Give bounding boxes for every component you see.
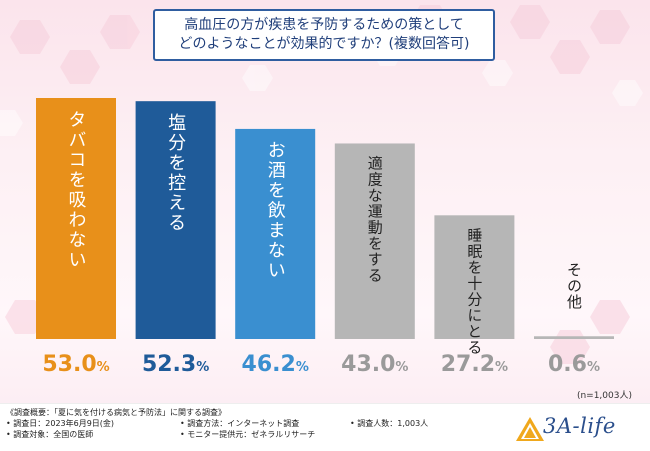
category-label-5: 睡眠を十分にとる [465,227,483,355]
chart-title-line-1: 高血圧の方が疾患を予防するための策として [184,17,464,33]
value-label-4: 43.0% [341,352,408,377]
value-label-5: 27.2% [441,352,508,377]
bar-1 [36,98,116,339]
bar-5 [434,215,515,339]
category-label-4: 適度な運動をする [366,155,384,284]
chart-title-box: 高血圧の方が疾患を予防するための策として どのようなことが効果的ですか？(複数回… [153,9,495,61]
bar-3 [235,128,316,339]
survey-provider: • モニター提供元：ゼネラルリサーチ [180,430,316,439]
category-label-3: お酒を飲まない [265,141,286,281]
chart-title-line-2: どのようなことが効果的ですか？(複数回答可) [178,36,470,52]
value-label-3: 46.2% [242,352,309,377]
survey-footer: 《調査概要：「夏に気を付ける病気と予防法」に関する調査》 • 調査日：2023年… [0,403,650,451]
survey-count: • 調査人数：1,003人 [350,419,429,428]
survey-method: • 調査方法：インターネット調査 [180,419,300,428]
category-label-6: その他 [565,262,583,310]
value-label-2: 52.3% [142,352,209,377]
logo-text: 3A-life [543,414,616,438]
company-logo: 3A-life [515,414,640,442]
bar-6 [534,336,614,339]
value-label-6: 0.6% [548,352,600,377]
category-label-1: タバコを吸わない [66,110,87,270]
value-label-1: 53.0% [42,352,109,377]
sample-size-label: (n=1,003人) [576,391,632,401]
bar-2 [135,101,216,340]
survey-overview: 《調査概要：「夏に気を付ける病気と予防法」に関する調査》 [6,408,226,417]
survey-date: • 調査日：2023年6月9日(金) [6,419,115,428]
survey-target: • 調査対象：全国の医師 [6,430,94,439]
bar-4 [334,143,415,339]
category-label-2: 塩分を控える [165,113,186,233]
triangle-logo-icon [516,417,544,441]
